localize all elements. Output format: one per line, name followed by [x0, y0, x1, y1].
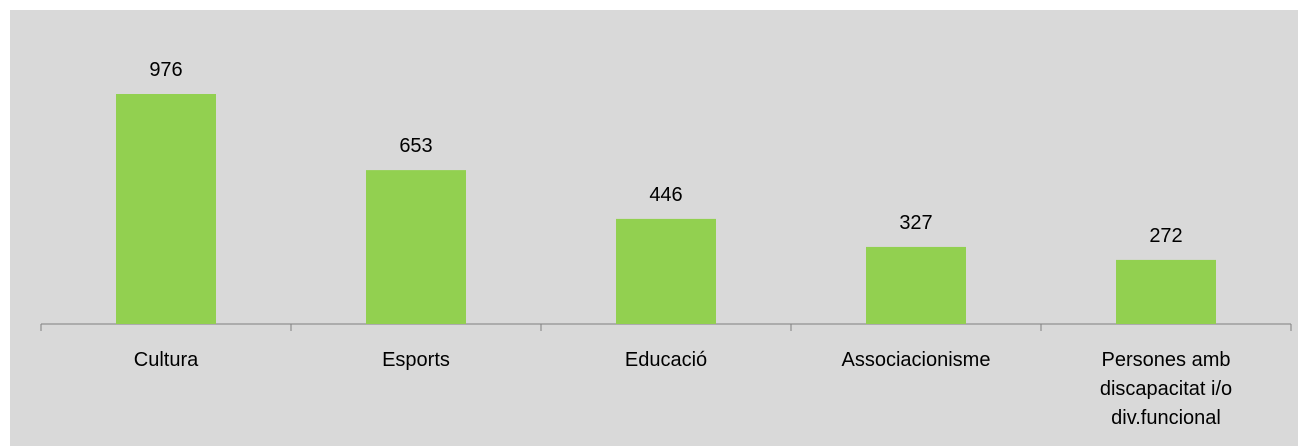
data-label: 446	[649, 184, 682, 206]
bar	[866, 246, 966, 324]
category-label: Associacionisme	[842, 349, 991, 371]
category-label: Cultura	[134, 349, 199, 371]
category-label: Educació	[625, 349, 707, 371]
bar	[616, 218, 716, 324]
category-label: Persones amb discapacitat i/o div.funciona…	[1100, 349, 1232, 429]
data-label: 327	[899, 212, 932, 234]
data-label: 976	[149, 59, 182, 81]
category-label: Esports	[382, 349, 450, 371]
bar	[116, 94, 216, 324]
data-label: 653	[399, 135, 432, 157]
bar	[366, 170, 466, 324]
data-label: 272	[1149, 225, 1182, 247]
bar	[1116, 259, 1216, 324]
